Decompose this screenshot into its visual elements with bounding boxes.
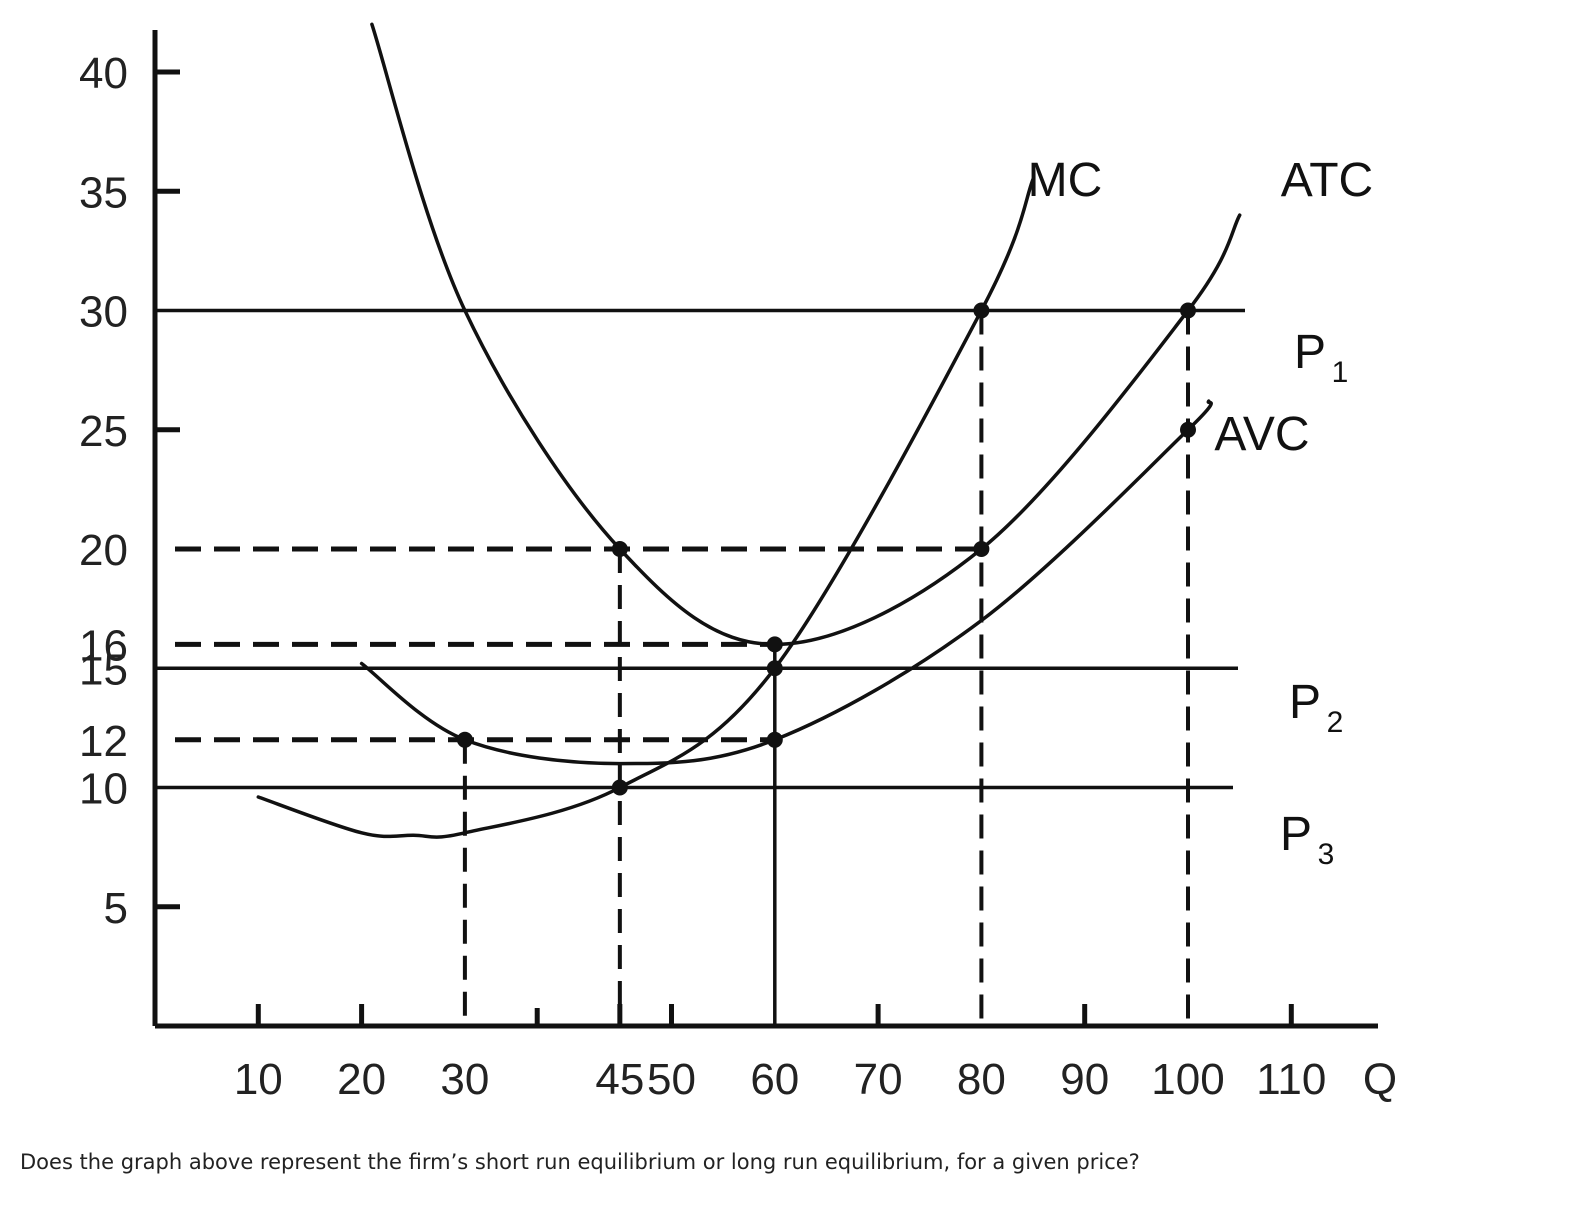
intersection-point (973, 302, 990, 319)
y-tick-label: 12 (79, 717, 128, 766)
curve-atc (370, 22, 1242, 647)
x-tick-label: 110 (1256, 1055, 1326, 1104)
chart-axes-layer (152, 30, 1378, 1029)
question-text: Does the graph above represent the firm’… (20, 1150, 1140, 1174)
intersection-point (611, 779, 628, 796)
intersection-point (456, 731, 473, 748)
curve-label-mc: MC (1028, 154, 1103, 207)
y-tick-label: 40 (79, 49, 128, 98)
curve-avc (359, 399, 1214, 766)
price-label-p2: P (1289, 676, 1321, 729)
x-axis-label: Q (1363, 1055, 1397, 1104)
price-label-p1: P (1294, 326, 1326, 379)
y-tick-label: 10 (79, 765, 128, 814)
y-tick-label: 35 (79, 168, 128, 217)
intersection-point (611, 541, 628, 557)
price-label-p3: P (1280, 808, 1312, 861)
y-tick-label: 15 (79, 645, 128, 694)
price-label-subscript: 1 (1332, 356, 1349, 389)
y-tick-label: 5 (104, 884, 128, 933)
chart-curves-layer (256, 22, 1242, 839)
price-label-subscript: 3 (1318, 838, 1335, 871)
intersection-point (766, 636, 783, 653)
x-tick-label: 100 (1151, 1055, 1224, 1104)
x-tick-label: 90 (1060, 1055, 1109, 1104)
y-tick-label: 25 (79, 407, 128, 456)
curve-label-avc: AVC (1214, 408, 1309, 461)
x-tick-label: 50 (647, 1055, 696, 1104)
intersection-point (766, 660, 783, 677)
chart-lines-layer (155, 308, 1245, 1026)
y-tick-label: 30 (79, 288, 128, 337)
x-tick-label: 20 (337, 1055, 386, 1104)
x-tick-label: 45 (595, 1055, 644, 1104)
x-tick-label: 70 (854, 1055, 903, 1104)
price-label-subscript: 2 (1327, 706, 1344, 739)
y-tick-label: 16 (79, 621, 128, 670)
x-tick-label: 30 (440, 1055, 489, 1104)
curve-label-atc: ATC (1281, 154, 1373, 207)
intersection-point (1180, 421, 1196, 438)
chart-points-layer (456, 302, 1196, 796)
x-tick-label: 10 (234, 1055, 283, 1104)
intersection-point (973, 541, 990, 557)
curve-mc (256, 177, 1035, 839)
x-tick-label: 60 (750, 1055, 799, 1104)
intersection-point (1180, 302, 1196, 319)
intersection-point (766, 731, 783, 748)
y-tick-label: 20 (79, 526, 128, 575)
x-tick-label: 80 (957, 1055, 1006, 1104)
